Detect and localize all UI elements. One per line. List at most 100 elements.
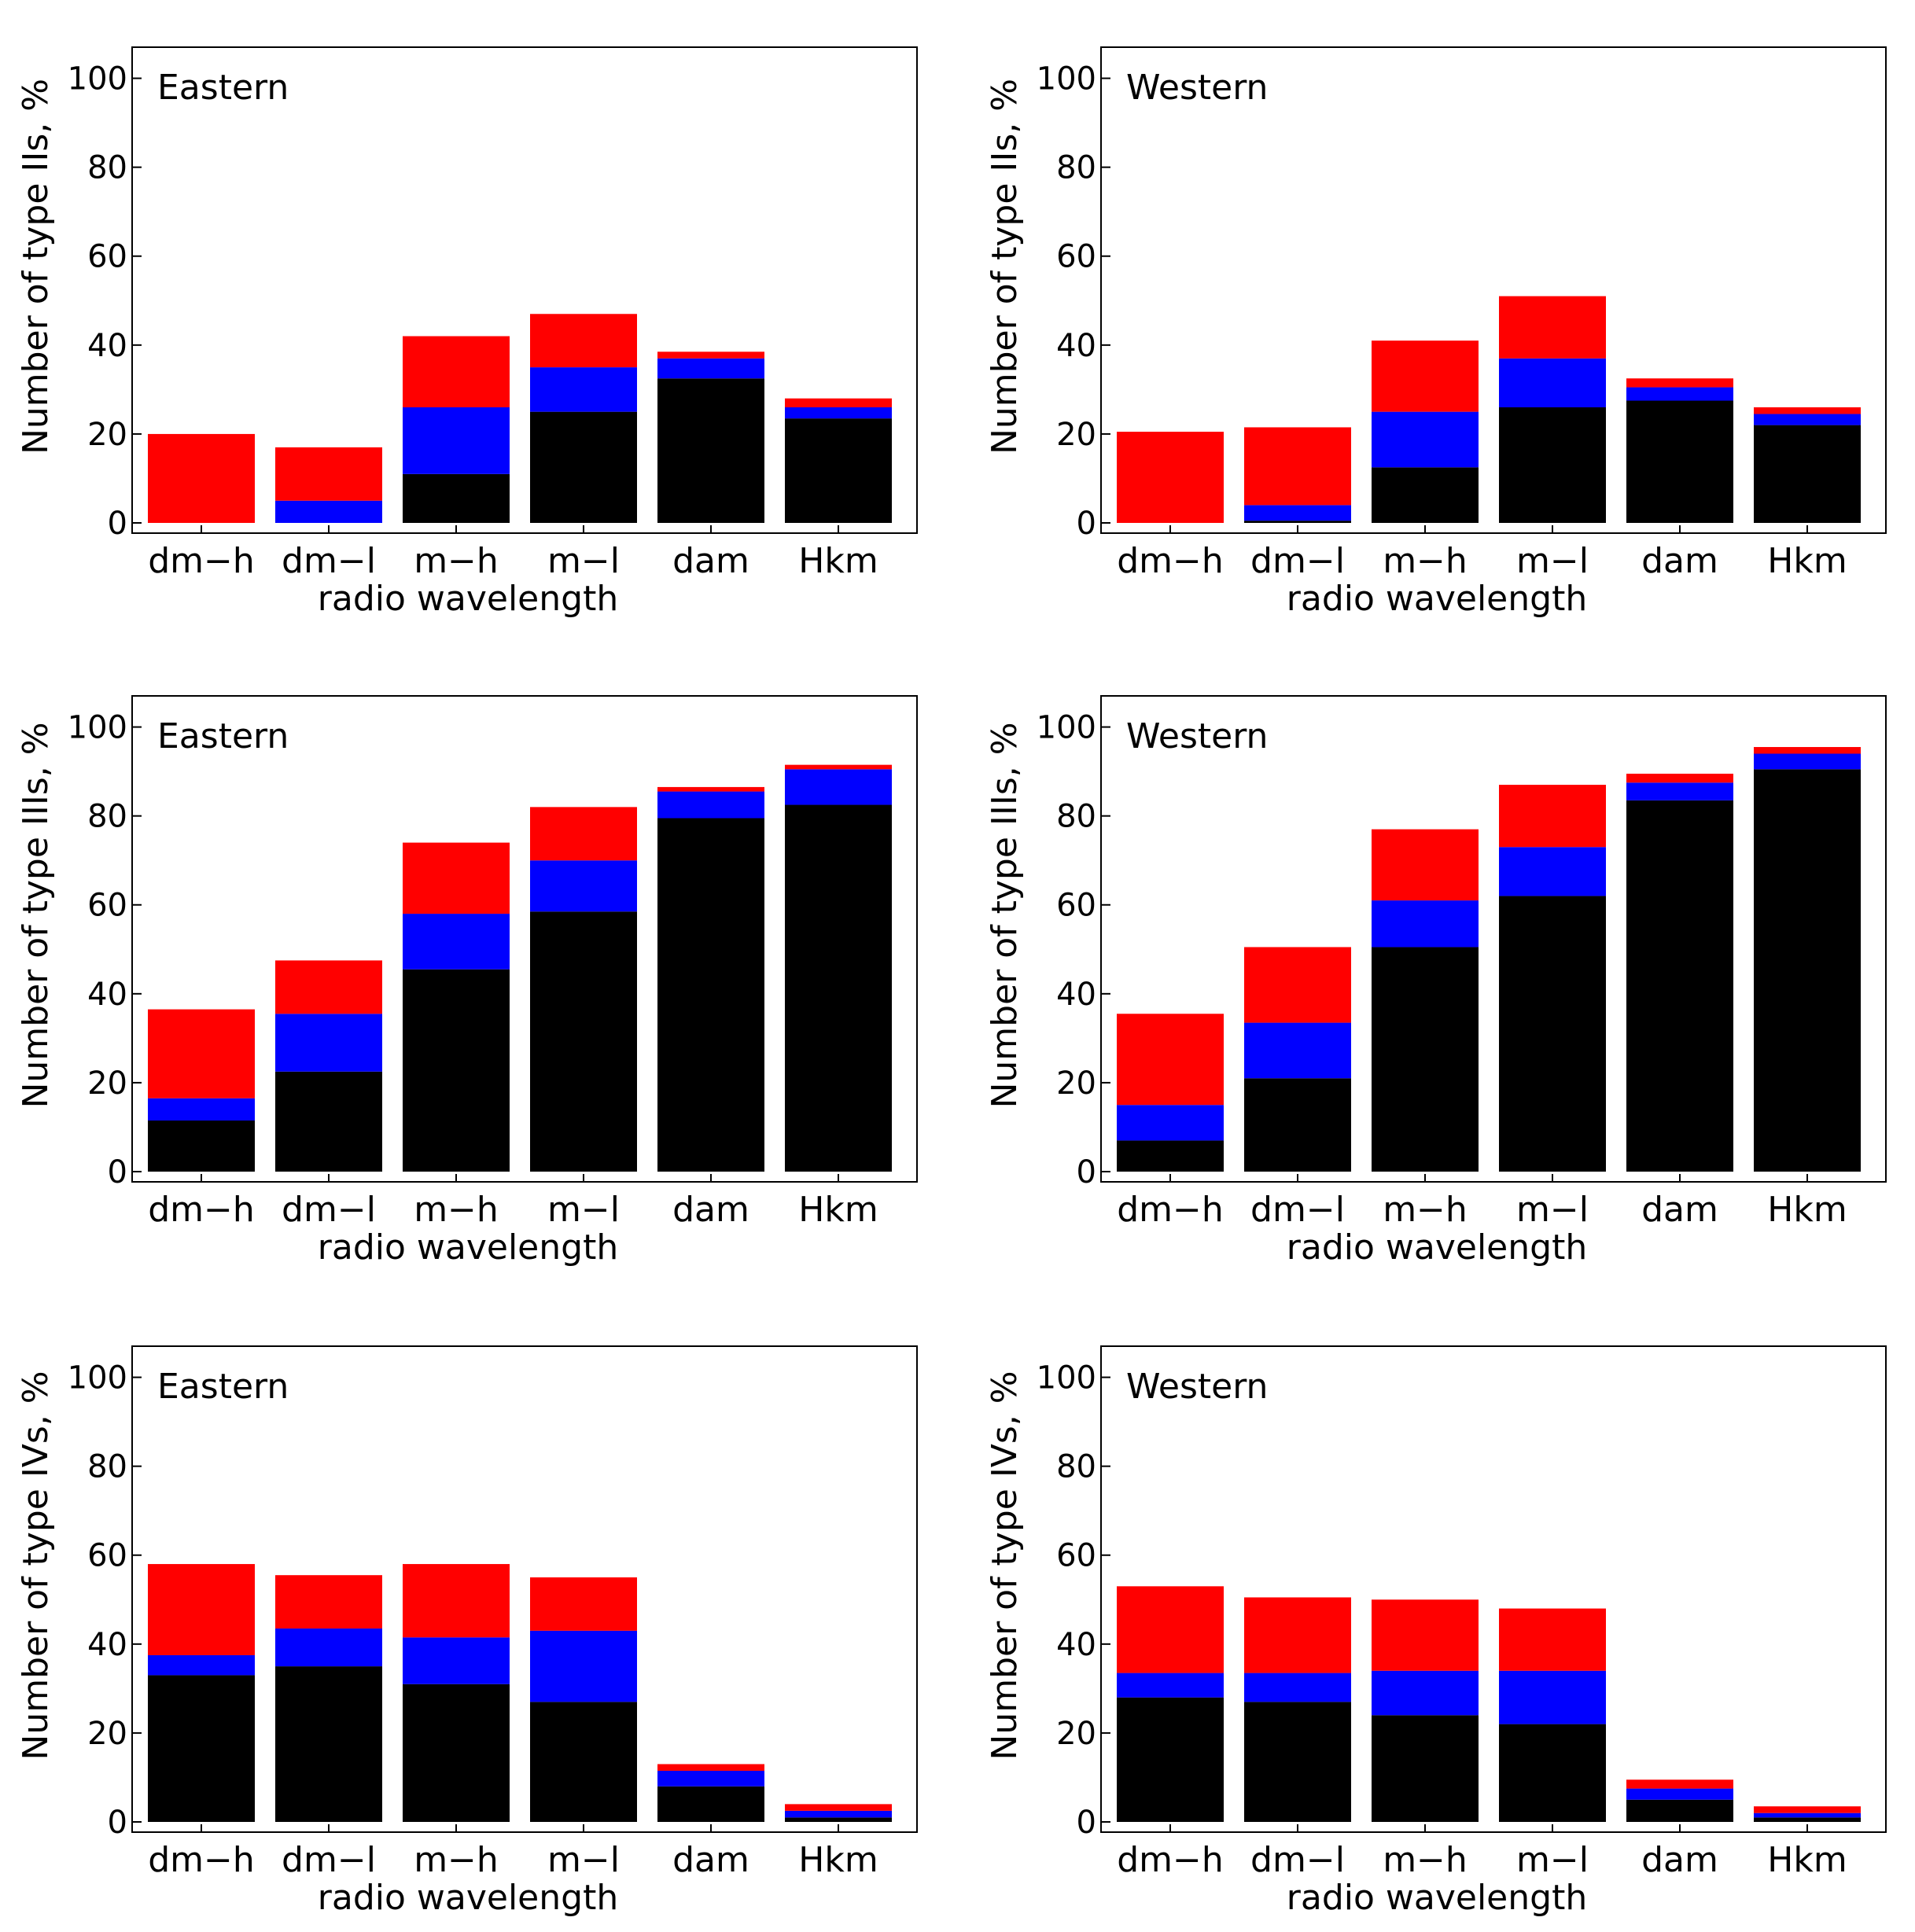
x-tick-label: m−h: [1383, 541, 1468, 581]
bar-black-1: [148, 1120, 255, 1172]
bar-red-3: [1372, 340, 1479, 412]
x-tick-label: Hkm: [1767, 541, 1847, 581]
x-tick-label: dm−h: [1117, 1190, 1224, 1230]
chart-title: Eastern: [157, 1367, 289, 1407]
y-tick-label: 60: [87, 888, 127, 924]
x-tick-label: m−h: [414, 1190, 499, 1230]
bar-black-1: [1117, 1140, 1224, 1172]
y-axis-label: Number of type IVs, %: [985, 1371, 1025, 1760]
bar-black-3: [1372, 1715, 1479, 1822]
chart-title: Eastern: [157, 716, 289, 756]
chart-panel-5: dm−h dm−l m−h m−l dam Hkm 0 20 40 60 80 100 Eastern r…: [16, 1345, 918, 1918]
x-tick-label: dm−h: [148, 1840, 255, 1880]
x-tick-label: dam: [672, 1190, 749, 1230]
bar-black-6: [1754, 425, 1861, 523]
bar-red-5: [657, 1764, 764, 1771]
x-axis-label: radio wavelength: [318, 1878, 618, 1918]
y-tick-label: 60: [1056, 239, 1096, 275]
x-tick-label: m−h: [1383, 1840, 1468, 1880]
bar-black-6: [785, 418, 892, 523]
bar-red-4: [530, 807, 637, 861]
bar-red-2: [1244, 427, 1351, 506]
y-tick-label: 100: [68, 710, 127, 746]
x-axis-label: radio wavelength: [1287, 579, 1587, 619]
bar-black-4: [1499, 1724, 1606, 1822]
y-tick-label: 20: [87, 1716, 127, 1752]
bar-red-1: [148, 1009, 255, 1098]
chart-title: Western: [1126, 1367, 1268, 1407]
bar-black-6: [1754, 769, 1861, 1172]
y-tick-label: 80: [1056, 1449, 1096, 1485]
x-tick-label: dm−h: [148, 541, 255, 581]
y-axis-label: Number of type IIs, %: [985, 79, 1025, 454]
bar-black-5: [1626, 1799, 1733, 1822]
bar-red-4: [1499, 785, 1606, 848]
bar-black-2: [1244, 1078, 1351, 1172]
bar-red-3: [403, 1564, 510, 1638]
bar-blue-2: [275, 1014, 382, 1072]
x-tick-label: m−l: [547, 1840, 620, 1880]
bar-black-3: [1372, 947, 1479, 1172]
bar-red-1: [148, 1564, 255, 1655]
bar-red-5: [657, 786, 764, 792]
x-tick-label: dm−l: [1250, 1840, 1345, 1880]
bar-black-3: [403, 473, 510, 523]
bar-black-4: [530, 1702, 637, 1822]
bar-blue-4: [530, 1630, 637, 1702]
x-tick-label: m−h: [1383, 1190, 1468, 1230]
y-axis-label: Number of type IIIs, %: [16, 722, 56, 1108]
bar-blue-3: [1372, 411, 1479, 468]
bar-red-1: [148, 433, 255, 523]
chart-title: Western: [1126, 68, 1268, 108]
y-tick-label: 60: [87, 239, 127, 275]
bar-blue-5: [1626, 387, 1733, 401]
bar-red-3: [1372, 1599, 1479, 1671]
bar-blue-3: [1372, 900, 1479, 948]
x-tick-label: dam: [1641, 1190, 1718, 1230]
bar-red-2: [1244, 947, 1351, 1023]
bar-blue-2: [1244, 505, 1351, 521]
bar-blue-4: [1499, 847, 1606, 896]
x-axis-label: radio wavelength: [318, 1227, 618, 1268]
bar-blue-4: [530, 367, 637, 412]
x-tick-label: dam: [1641, 1840, 1718, 1880]
x-tick-label: dm−l: [282, 1190, 376, 1230]
y-tick-label: 0: [1077, 506, 1096, 542]
y-tick-label: 0: [108, 506, 127, 542]
bar-black-2: [1244, 1702, 1351, 1822]
x-axis-label: radio wavelength: [318, 579, 618, 619]
bar-blue-6: [785, 407, 892, 419]
bar-blue-1: [1117, 1673, 1224, 1698]
y-tick-label: 40: [87, 977, 127, 1013]
y-tick-label: 60: [1056, 888, 1096, 924]
y-tick-label: 100: [68, 61, 127, 98]
chart-panel-6: dm−h dm−l m−h m−l dam Hkm 0 20 40 60 80 100 Western r…: [985, 1345, 1887, 1918]
bar-black-5: [1626, 400, 1733, 523]
x-tick-label: Hkm: [798, 1840, 878, 1880]
bar-blue-3: [1372, 1670, 1479, 1716]
bar-red-5: [1626, 1779, 1733, 1789]
x-tick-label: dam: [672, 1840, 749, 1880]
x-tick-label: m−l: [1516, 541, 1589, 581]
y-tick-label: 40: [1056, 1627, 1096, 1663]
x-tick-label: Hkm: [798, 541, 878, 581]
y-tick-label: 40: [1056, 977, 1096, 1013]
plot-frame: [1100, 695, 1887, 1183]
y-tick-label: 100: [1037, 710, 1096, 746]
bar-blue-2: [275, 500, 382, 523]
plot-frame: [1100, 1345, 1887, 1833]
plot-frame: [1100, 46, 1887, 534]
y-tick-label: 0: [1077, 1154, 1096, 1190]
bar-black-2: [1244, 521, 1351, 523]
bar-blue-5: [657, 1770, 764, 1787]
x-tick-label: m−l: [547, 541, 620, 581]
y-tick-label: 100: [1037, 1360, 1096, 1397]
y-tick-label: 60: [1056, 1538, 1096, 1574]
bar-black-5: [657, 378, 764, 523]
y-tick-label: 40: [1056, 328, 1096, 364]
bar-black-5: [657, 818, 764, 1172]
bar-blue-6: [785, 1810, 892, 1818]
y-tick-label: 0: [1077, 1805, 1096, 1841]
bar-black-6: [785, 1817, 892, 1822]
bar-red-4: [1499, 1608, 1606, 1671]
